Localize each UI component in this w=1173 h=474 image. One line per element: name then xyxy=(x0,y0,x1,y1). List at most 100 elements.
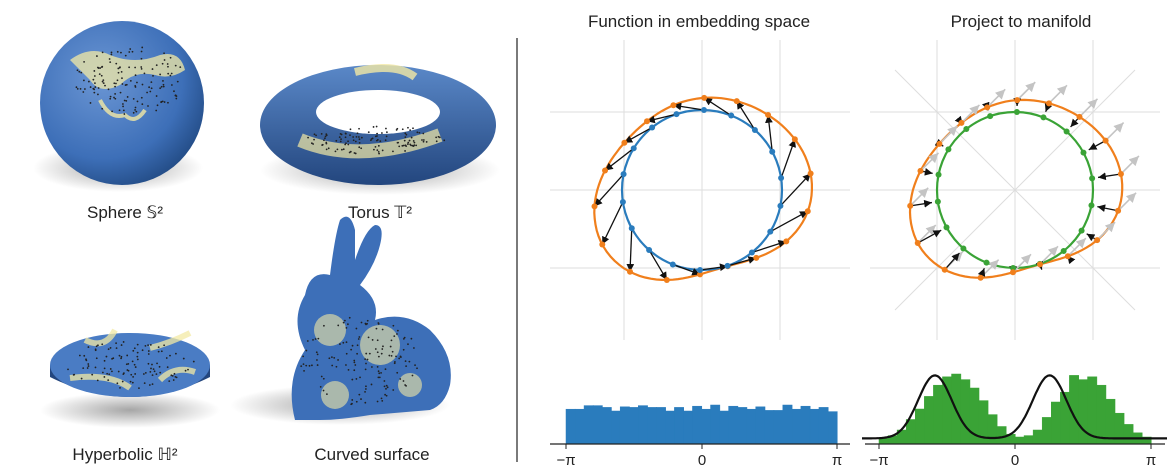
sample-dot xyxy=(118,109,121,112)
sample-dot xyxy=(407,343,409,346)
manifold-point xyxy=(769,148,776,155)
sample-dot xyxy=(411,374,414,377)
tick-pi-2: π xyxy=(1145,452,1157,469)
sample-dot xyxy=(129,380,132,383)
manifold-point xyxy=(960,245,967,252)
sample-dot xyxy=(87,365,90,367)
function-point xyxy=(958,119,965,126)
hist1-bar xyxy=(728,405,739,445)
project-arrow xyxy=(917,229,942,244)
sample-dot xyxy=(399,356,402,358)
sample-dot xyxy=(131,50,134,53)
sample-dot xyxy=(87,346,90,348)
sample-dot xyxy=(416,367,418,370)
sample-dot xyxy=(107,348,110,351)
sample-dot xyxy=(87,363,90,365)
manifold-point xyxy=(1063,128,1070,135)
manifold-point xyxy=(724,262,731,269)
gray-arrow xyxy=(986,88,1006,108)
sample-dot xyxy=(130,373,133,376)
function-point xyxy=(602,167,609,174)
sample-dot xyxy=(156,362,158,365)
tick-zero-2: 0 xyxy=(1010,452,1020,469)
hist1-bar xyxy=(601,407,612,445)
sample-dot xyxy=(94,82,96,85)
push-arrow xyxy=(624,126,653,144)
hyperbolic-density-arcs xyxy=(69,328,196,391)
sample-dot xyxy=(365,352,368,355)
sample-dot xyxy=(114,93,117,95)
sample-dot xyxy=(134,366,137,368)
sample-dot xyxy=(356,352,358,355)
sample-dot xyxy=(134,109,136,111)
sample-dot xyxy=(416,131,419,134)
sample-dot xyxy=(94,86,97,88)
sample-dot xyxy=(116,382,119,385)
manifold-point xyxy=(987,113,994,120)
push-arrow xyxy=(672,263,701,276)
hist1-bar xyxy=(800,405,811,445)
sample-dot xyxy=(83,354,86,357)
function-point xyxy=(670,102,677,109)
hist2-bar xyxy=(1078,379,1089,445)
sample-dot xyxy=(95,357,98,360)
sample-dot xyxy=(149,370,152,373)
sample-dot xyxy=(367,131,370,134)
sample-dot xyxy=(167,72,170,75)
sample-dot xyxy=(437,135,440,138)
sample-dot xyxy=(107,379,110,382)
sample-dot xyxy=(355,378,358,380)
sample-dot xyxy=(133,363,136,366)
sample-dot xyxy=(422,139,425,141)
hist1-bar xyxy=(737,407,748,445)
sample-dot xyxy=(410,337,413,340)
function-point xyxy=(807,170,814,177)
sample-dot xyxy=(129,80,132,82)
function-point xyxy=(941,266,948,273)
sample-dot xyxy=(163,344,166,347)
sphere-figure xyxy=(33,21,204,192)
manifold-point xyxy=(630,145,637,152)
manifold-point xyxy=(945,146,952,153)
sample-dot xyxy=(345,364,347,366)
sample-dot xyxy=(407,141,410,144)
function-point xyxy=(977,274,984,281)
manifold-point xyxy=(778,175,785,182)
gray-arrow xyxy=(1067,237,1087,257)
function-point xyxy=(783,238,790,245)
hist2-bar xyxy=(987,414,998,445)
manifold-point xyxy=(983,259,990,266)
sample-dot xyxy=(376,365,379,368)
sample-dot xyxy=(122,109,125,112)
sample-dot xyxy=(370,383,373,386)
hist1-bar xyxy=(827,411,838,445)
sample-dot xyxy=(110,51,113,54)
sample-dot xyxy=(103,367,106,370)
manifold-point xyxy=(673,111,680,118)
sample-dot xyxy=(128,51,131,53)
sample-dot xyxy=(158,365,161,368)
sample-dot xyxy=(379,140,382,143)
sample-dot xyxy=(313,138,315,141)
function-point xyxy=(984,104,991,111)
sample-dot xyxy=(147,350,150,352)
sample-dot xyxy=(408,360,411,363)
sample-dot xyxy=(415,144,418,147)
sample-dot xyxy=(376,132,378,135)
function-curve xyxy=(593,96,813,281)
sample-dot xyxy=(122,103,124,105)
function-point xyxy=(907,202,914,209)
sample-dot xyxy=(122,105,124,108)
sample-dot xyxy=(91,373,94,376)
hist1-bar xyxy=(701,408,712,445)
sample-dot xyxy=(381,348,384,350)
sample-dot xyxy=(122,341,125,343)
hist1-bar xyxy=(574,408,585,445)
sample-dot xyxy=(87,80,90,83)
torus-hole xyxy=(316,90,440,134)
sample-dot xyxy=(325,148,328,151)
sample-dot xyxy=(422,132,425,135)
sample-dot xyxy=(345,341,348,344)
sample-dot xyxy=(155,109,158,112)
sample-dot xyxy=(149,90,152,93)
